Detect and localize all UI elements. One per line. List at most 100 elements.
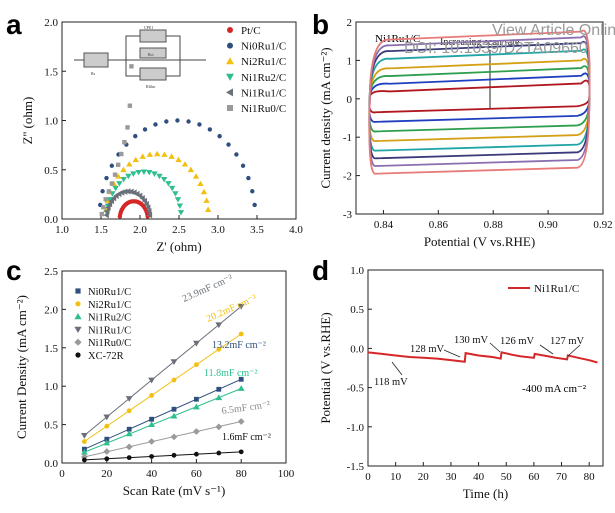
panel-c-xtick-label: 0 xyxy=(59,468,65,480)
nyquist-point xyxy=(141,197,148,205)
nyquist-point xyxy=(125,188,131,195)
panel-c-xtick-label: 100 xyxy=(278,468,295,480)
scan-rate-point xyxy=(238,449,244,455)
nyquist-point xyxy=(143,200,149,208)
voltage-annotation: 128 mV xyxy=(410,344,445,355)
nyquist-point xyxy=(153,150,161,157)
scan-rate-point xyxy=(81,448,88,455)
panel-b-xtick-label: 0.86 xyxy=(429,219,449,231)
legend-label: Ni1Ru2/C xyxy=(88,313,131,324)
nyquist-point xyxy=(146,170,153,176)
legend-label: Pt/C xyxy=(241,25,261,37)
scan-rate-point xyxy=(149,416,154,422)
fit-line xyxy=(84,451,242,461)
panel-c-xtick-label: 20 xyxy=(101,468,113,480)
panel-d-xtick-label: 60 xyxy=(528,471,540,483)
panel-c-ylabel: Current Density (mA cm⁻²) xyxy=(14,295,29,439)
legend-marker xyxy=(227,27,233,33)
stability-curve xyxy=(367,351,598,364)
legend-label: Ni1Ru2/C xyxy=(241,72,286,84)
scan-rate-point xyxy=(104,436,110,442)
legend-marker xyxy=(226,88,233,97)
nyquist-point xyxy=(126,161,133,167)
panel-b-xlabel: Potential (V vs.RHE) xyxy=(424,234,535,249)
panel-c-ytick-label: 0.0 xyxy=(44,458,58,470)
scan-rate-point xyxy=(215,322,223,329)
nyquist-point xyxy=(168,153,175,159)
panel-d-frame xyxy=(367,269,604,467)
nyquist-point xyxy=(226,142,231,147)
legend-marker xyxy=(74,313,82,320)
scan-rate-point xyxy=(215,423,223,431)
nyquist-point xyxy=(120,166,127,173)
slope-label: 23.9mF cm⁻² xyxy=(181,273,235,305)
nyquist-point xyxy=(115,173,122,179)
nyquist-point xyxy=(109,181,115,186)
circuit-rct-resistor xyxy=(139,47,167,59)
panel-b-ylabel: Current density (mA cm⁻²) xyxy=(318,47,333,188)
annotation-arrow xyxy=(539,344,554,355)
annotation-arrow xyxy=(567,344,581,357)
scan-rate-point xyxy=(237,303,245,310)
circuit-label-rct: Rct xyxy=(148,52,154,57)
panel-c-frame xyxy=(61,270,287,464)
scan-rate-point xyxy=(82,457,87,463)
nyquist-point xyxy=(192,173,200,179)
legend-label: Ni1Ru1/C xyxy=(241,87,286,99)
nyquist-point xyxy=(100,189,105,194)
scan-rate-point xyxy=(148,377,155,384)
voltage-annotation: 127 mV xyxy=(550,336,585,347)
slope-label: 1.6mF cm⁻² xyxy=(222,432,271,443)
scan-rate-point xyxy=(216,346,222,352)
scan-rate-point xyxy=(103,414,111,421)
annotation-arrow xyxy=(443,349,461,358)
voltage-annotation: 130 mV xyxy=(454,335,489,346)
slope-label: 20.2mF cm⁻² xyxy=(205,293,259,325)
nyquist-point xyxy=(203,197,210,203)
nyquist-point xyxy=(139,194,145,202)
panel-d-ytick-label: 0.0 xyxy=(350,343,364,355)
legend-marker xyxy=(226,73,234,81)
panel-a-xtick-label: 1.5 xyxy=(94,224,108,236)
nyquist-point xyxy=(139,153,146,159)
scan-rate-point xyxy=(125,396,133,402)
nyquist-point xyxy=(133,133,138,139)
legend-label: XC-72R xyxy=(88,351,124,362)
legend-label: Ni2Ru1/C xyxy=(241,56,286,68)
scan-rate-point xyxy=(215,394,223,401)
panel-a-xtick-label: 3.5 xyxy=(250,224,264,236)
scan-rate-point xyxy=(170,433,178,441)
panel-c-ytick-label: 0.5 xyxy=(44,420,58,432)
scan-rate-point xyxy=(193,403,200,410)
panel-a-ytick-label: 1.0 xyxy=(44,116,58,128)
legend-label: Ni2Ru1/C xyxy=(88,300,131,311)
watermark-line-2[interactable]: DOI: 10.1039/D2TA09660 xyxy=(404,40,588,57)
scan-rate-point xyxy=(103,448,111,455)
panel-d-ytick-label: -1.5 xyxy=(347,461,365,473)
nyquist-point xyxy=(118,189,125,196)
nyquist-point xyxy=(108,197,114,205)
panel-a-xtick-label: 2.5 xyxy=(172,224,186,236)
nyquist-point xyxy=(165,181,172,187)
legend-label: Ni0Ru1/C xyxy=(241,41,286,53)
nyquist-point xyxy=(128,188,134,195)
panel-b-ytick-label: -3 xyxy=(343,209,353,221)
nyquist-point xyxy=(176,203,184,209)
nyquist-point xyxy=(112,185,119,192)
panel-d-xtick-label: 40 xyxy=(473,471,485,483)
nyquist-point xyxy=(175,156,182,163)
nyquist-point xyxy=(115,162,121,168)
panel-b-xtick-label: 0.92 xyxy=(593,219,612,231)
panel-a-ytick-label: 0.0 xyxy=(44,214,58,226)
nyquist-point xyxy=(106,200,113,208)
scan-rate-point xyxy=(170,412,178,419)
legend-marker xyxy=(74,326,82,333)
nyquist-point xyxy=(246,175,251,181)
nyquist-point xyxy=(200,188,208,195)
nyquist-point xyxy=(197,122,202,127)
panel-d-xtick-label: 20 xyxy=(418,471,430,483)
watermark-line-1[interactable]: View Article Online xyxy=(492,22,615,39)
scan-rate-point xyxy=(148,421,155,427)
nyquist-point xyxy=(119,151,124,157)
panel-d-xtick-label: 0 xyxy=(365,471,371,483)
